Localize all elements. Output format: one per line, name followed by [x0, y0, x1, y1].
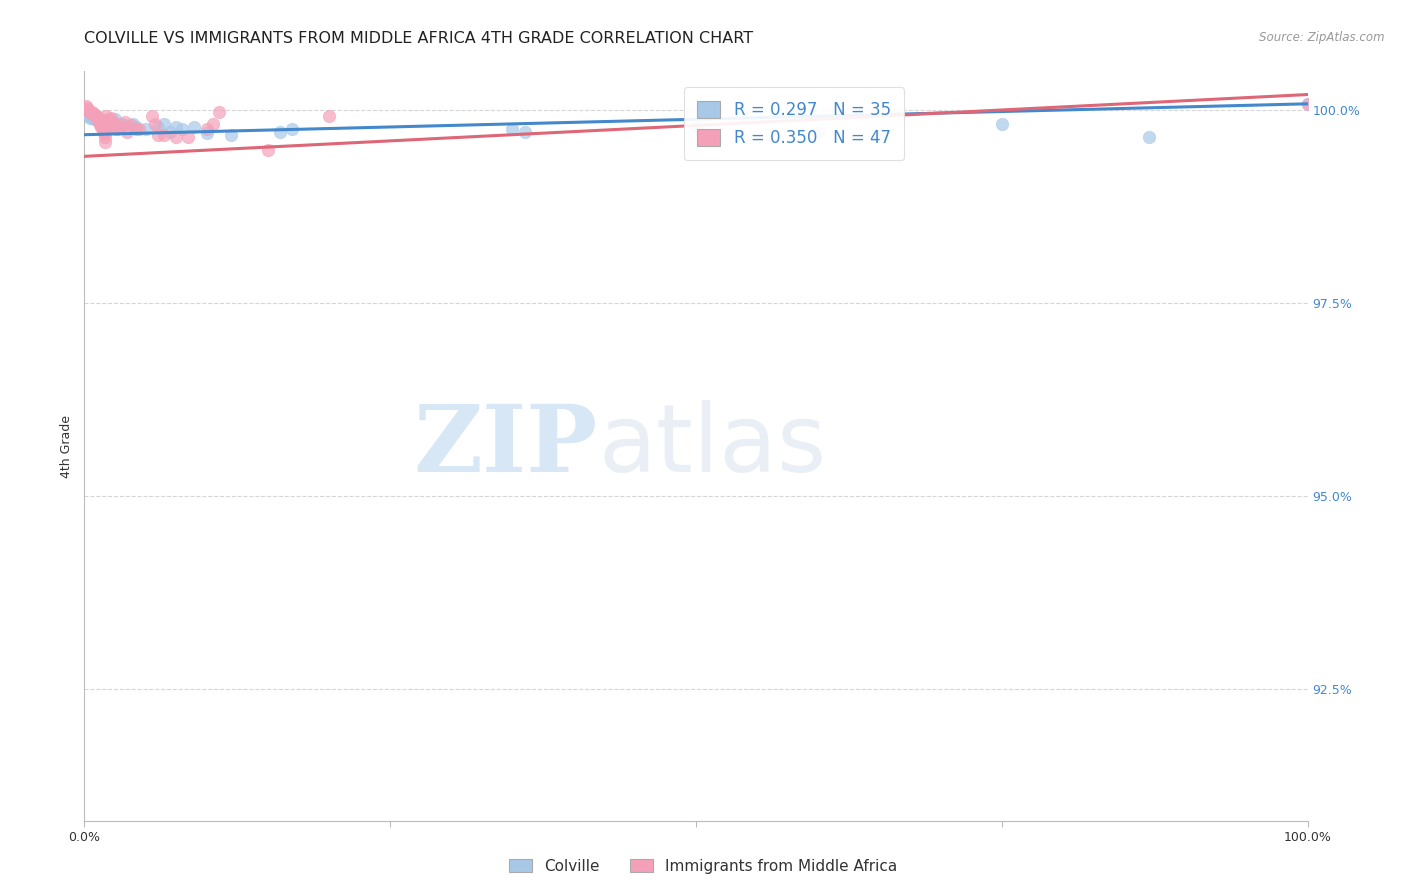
Point: [114, 114, 136, 128]
Point: [76, 107, 98, 121]
Point: [143, 117, 166, 131]
Point: [86, 111, 108, 125]
Point: [84, 108, 107, 122]
Point: [87, 112, 110, 127]
Point: [87, 112, 110, 127]
Point: [502, 122, 524, 136]
Point: [1296, 96, 1319, 111]
Point: [1296, 96, 1319, 111]
Point: [100, 120, 122, 134]
Point: [105, 117, 128, 131]
Point: [93, 125, 115, 139]
Point: [318, 109, 340, 123]
Point: [100, 111, 122, 125]
Point: [257, 143, 280, 157]
Point: [991, 117, 1014, 131]
Point: [97, 114, 120, 128]
Y-axis label: 4th Grade: 4th Grade: [60, 415, 73, 477]
Point: [201, 117, 224, 131]
Point: [122, 117, 145, 131]
Point: [120, 119, 142, 133]
Point: [90, 120, 112, 134]
Point: [103, 120, 125, 134]
Point: [104, 112, 127, 127]
Point: [135, 122, 157, 136]
Point: [165, 120, 187, 134]
Point: [869, 128, 891, 142]
Point: [79, 111, 101, 125]
Point: [269, 125, 291, 139]
Point: [1137, 130, 1160, 145]
Point: [159, 125, 181, 139]
Point: [112, 119, 135, 133]
Point: [165, 130, 187, 145]
Point: [110, 120, 132, 134]
Point: [195, 122, 218, 136]
Point: [83, 107, 105, 121]
Point: [146, 120, 169, 134]
Point: [153, 117, 176, 131]
Point: [87, 114, 110, 128]
Point: [115, 125, 138, 139]
Text: Source: ZipAtlas.com: Source: ZipAtlas.com: [1260, 31, 1385, 45]
Legend: Colville, Immigrants from Middle Africa: Colville, Immigrants from Middle Africa: [502, 853, 904, 880]
Point: [125, 122, 148, 136]
Point: [183, 120, 205, 134]
Point: [91, 122, 114, 136]
Point: [153, 128, 176, 142]
Point: [219, 128, 242, 142]
Point: [94, 136, 117, 150]
Point: [281, 122, 304, 136]
Point: [96, 109, 118, 123]
Point: [77, 103, 100, 117]
Point: [83, 112, 105, 127]
Point: [82, 111, 104, 125]
Point: [146, 128, 169, 142]
Point: [84, 111, 107, 125]
Point: [96, 114, 118, 128]
Point: [91, 114, 114, 128]
Point: [195, 126, 218, 140]
Point: [93, 126, 115, 140]
Point: [685, 120, 707, 134]
Point: [807, 126, 830, 140]
Point: [208, 104, 231, 119]
Point: [94, 130, 117, 145]
Text: ZIP: ZIP: [413, 401, 598, 491]
Point: [101, 114, 124, 128]
Point: [80, 105, 103, 120]
Legend: R = 0.297   N = 35, R = 0.350   N = 47: R = 0.297 N = 35, R = 0.350 N = 47: [683, 87, 904, 161]
Point: [77, 104, 100, 119]
Point: [141, 109, 163, 123]
Point: [89, 119, 111, 133]
Point: [82, 107, 104, 121]
Point: [77, 109, 100, 123]
Point: [79, 104, 101, 119]
Point: [89, 116, 111, 130]
Point: [513, 125, 536, 139]
Point: [110, 117, 132, 131]
Point: [177, 130, 200, 145]
Point: [97, 117, 120, 131]
Point: [125, 120, 148, 134]
Point: [172, 122, 194, 136]
Point: [76, 102, 98, 116]
Point: [128, 122, 150, 136]
Point: [75, 99, 97, 113]
Point: [97, 112, 120, 127]
Point: [105, 122, 128, 136]
Point: [86, 109, 108, 123]
Text: COLVILLE VS IMMIGRANTS FROM MIDDLE AFRICA 4TH GRADE CORRELATION CHART: COLVILLE VS IMMIGRANTS FROM MIDDLE AFRIC…: [84, 31, 754, 46]
Text: atlas: atlas: [598, 400, 827, 492]
